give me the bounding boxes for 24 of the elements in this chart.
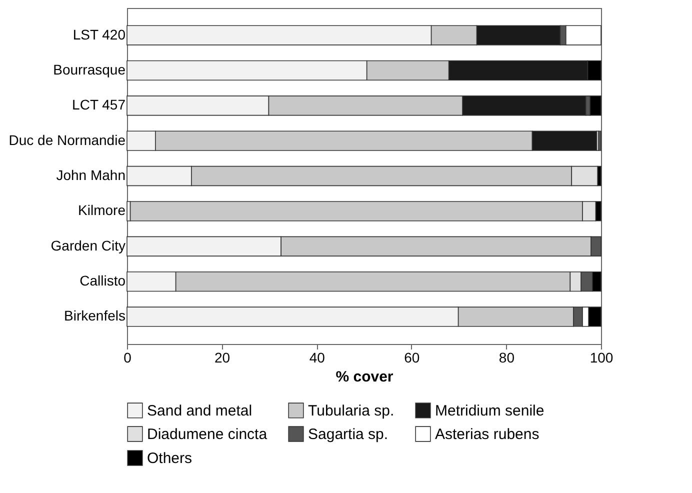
y-tick-label: John Mahn <box>56 167 126 183</box>
legend-label: Sand and metal <box>147 402 252 420</box>
y-tick-label: Bourrasque <box>53 61 126 78</box>
y-tick-label: Callisto <box>80 272 126 289</box>
legend-label: Asterias rubens <box>435 426 540 443</box>
x-tick-label: 80 <box>498 350 515 366</box>
y-tick-label: Kilmore <box>78 202 126 218</box>
legend-label: Diadumene cincta <box>147 426 268 443</box>
x-tick-label: 0 <box>124 350 132 366</box>
y-tick-label: LCT 457 <box>72 96 126 113</box>
x-tick-label: 40 <box>309 350 326 366</box>
x-tick-label: 100 <box>590 350 614 366</box>
y-tick-label: LST 420 <box>72 26 126 42</box>
x-axis-title: % cover <box>336 368 394 386</box>
y-tick-label: Duc de Normandie <box>8 132 126 148</box>
x-tick-label: 60 <box>404 350 420 366</box>
x-tick-label: 20 <box>214 350 230 366</box>
legend-label: Tubularia sp. <box>308 402 394 420</box>
y-tick-label: Garden City <box>50 237 126 254</box>
bar <box>590 96 602 116</box>
y-tick-label: Birkenfels <box>64 308 126 324</box>
legend-label: Sagartia sp. <box>308 426 388 443</box>
legend-label: Metridium senile <box>435 402 544 420</box>
legend-label: Others <box>147 450 192 467</box>
